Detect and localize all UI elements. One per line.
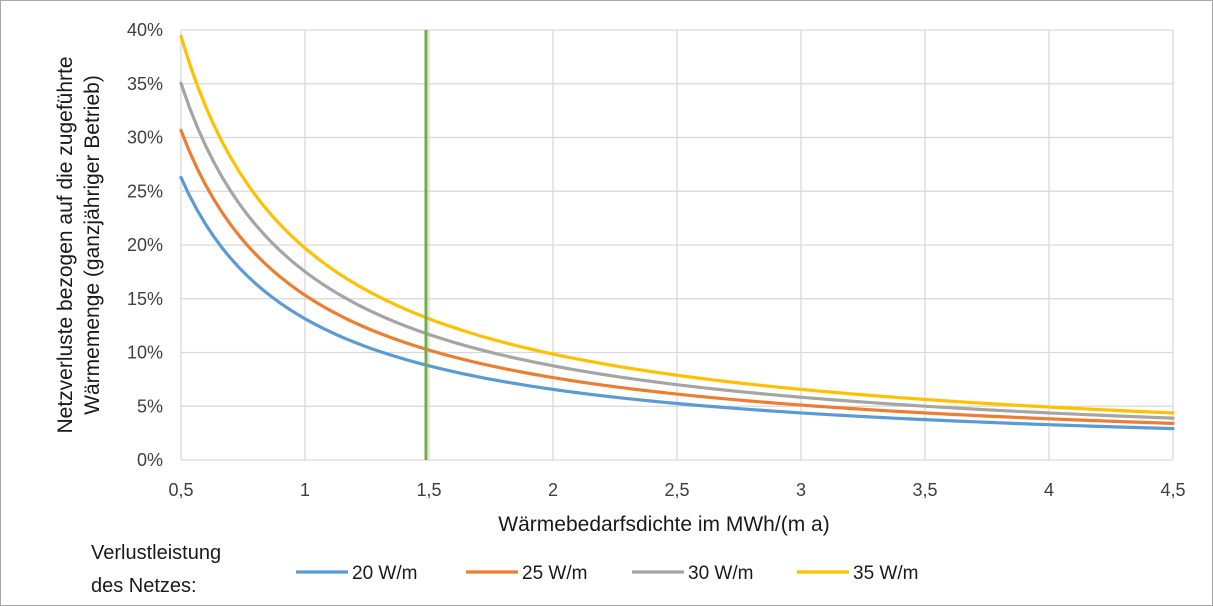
x-tick-label: 1,5 — [416, 480, 441, 500]
y-tick-label: 30% — [127, 128, 163, 148]
x-axis-ticks: 0,5 1 1,5 2 2,5 3 3,5 4 4,5 — [168, 480, 1185, 500]
x-tick-label: 1 — [300, 480, 310, 500]
legend-title-line2: des Netzes: — [91, 575, 197, 597]
y-tick-label: 25% — [127, 181, 163, 201]
x-tick-label: 2,5 — [664, 480, 689, 500]
legend-title: Verlustleistung des Netzes: — [91, 537, 291, 603]
legend-title-line1: Verlustleistung — [91, 542, 222, 564]
legend: 20 W/m 25 W/m 30 W/m 35 W/m — [296, 563, 918, 584]
y-tick-label: 10% — [127, 343, 163, 363]
y-axis-title-line2: Wärmemenge (ganzjähriger Betrieb) — [81, 75, 104, 415]
y-axis-title-line1: Netzverluste bezogen auf die zugeführte — [54, 56, 77, 433]
y-tick-label: 0% — [137, 450, 163, 470]
x-tick-label: 3 — [796, 480, 806, 500]
legend-label-3: 30 W/m — [688, 563, 753, 584]
legend-label-1: 20 W/m — [352, 563, 417, 584]
x-tick-label: 3,5 — [912, 480, 937, 500]
series-lines — [179, 34, 1175, 431]
legend-label-2: 25 W/m — [522, 563, 587, 584]
x-tick-label: 4,5 — [1160, 480, 1185, 500]
series-line-1 — [179, 175, 1175, 431]
x-tick-label: 0,5 — [168, 480, 193, 500]
y-tick-label: 35% — [127, 74, 163, 94]
y-tick-label: 5% — [137, 396, 163, 416]
y-axis-ticks: 0% 5% 10% 15% 20% 25% 30% 35% 40% — [127, 20, 163, 470]
series-line-4 — [179, 34, 1175, 415]
legend-label-4: 35 W/m — [853, 563, 918, 584]
series-line-3 — [179, 81, 1175, 420]
x-tick-label: 2 — [548, 480, 558, 500]
y-tick-label: 40% — [127, 20, 163, 40]
x-tick-label: 4 — [1044, 480, 1054, 500]
y-tick-label: 20% — [127, 235, 163, 255]
x-axis-title: Wärmebedarfsdichte im MWh/(m a) — [498, 513, 829, 536]
y-tick-label: 15% — [127, 289, 163, 309]
series-line-2 — [179, 128, 1175, 425]
y-axis-title: Netzverluste bezogen auf die zugeführte … — [54, 56, 104, 433]
